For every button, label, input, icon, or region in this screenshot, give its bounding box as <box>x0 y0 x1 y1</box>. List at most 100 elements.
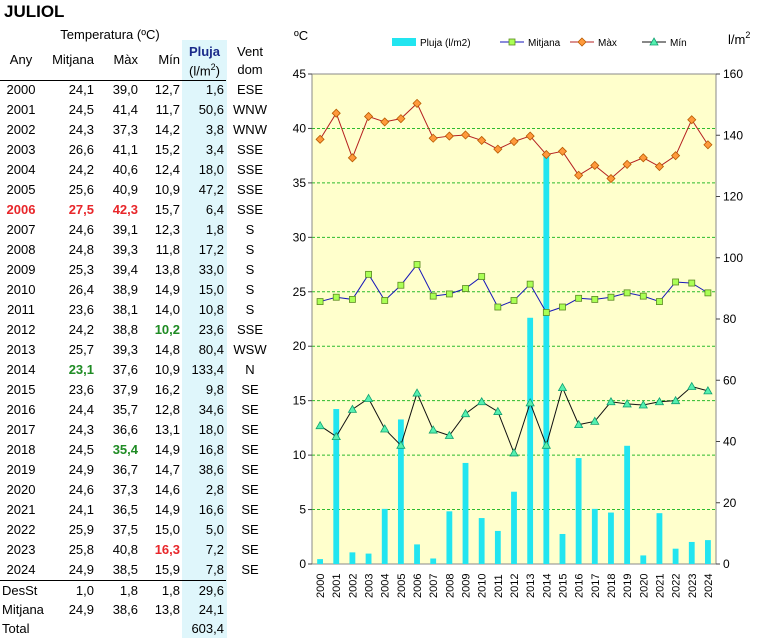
marker-mitjana <box>704 289 712 297</box>
cell-any: 2021 <box>6 502 36 517</box>
rain-bar <box>543 155 550 564</box>
cell-vent: N <box>245 362 255 377</box>
marker-min <box>590 416 600 425</box>
cell-mitjana: 24,2 <box>68 322 94 337</box>
cell-pluja: 16,6 <box>198 502 224 517</box>
rain-bar <box>414 544 420 564</box>
cell-any: 2002 <box>6 122 36 137</box>
cell-min: 13,8 <box>154 262 180 277</box>
y-left-tick-label: 35 <box>293 176 307 190</box>
cell-mitjana: 24,9 <box>68 562 94 577</box>
rain-bar <box>705 540 711 564</box>
cell-min: 13,1 <box>154 422 180 437</box>
cell-any: 2006 <box>6 202 36 217</box>
marker-max <box>477 135 487 145</box>
marker-mitjana <box>429 292 437 300</box>
y-left-tick-label: 5 <box>299 503 306 517</box>
marker-mitjana <box>349 295 356 303</box>
marker-mitjana <box>332 293 340 301</box>
marker-min <box>347 404 358 413</box>
rain-bar <box>478 518 485 564</box>
cell-max: 39,4 <box>112 262 138 277</box>
cell-any: 2013 <box>6 342 36 357</box>
cell-any: 2007 <box>6 222 36 237</box>
cell-pluja: 34,6 <box>198 402 224 417</box>
summary-min <box>142 619 180 639</box>
marker-min <box>573 419 584 429</box>
x-tick-label: 2001 <box>331 574 343 598</box>
x-tick-label: 2000 <box>315 574 327 598</box>
marker-max <box>444 131 454 141</box>
marker-max <box>380 117 390 127</box>
cell-min: 14,8 <box>154 342 180 357</box>
marker-min <box>703 386 713 395</box>
marker-max <box>363 111 374 122</box>
cell-max: 38,9 <box>112 282 138 297</box>
y-left-axis-label: ºC <box>294 28 308 43</box>
rain-bar <box>608 512 614 564</box>
cell-max: 40,6 <box>112 162 138 177</box>
legend-label: Pluja (l/m2) <box>420 38 471 49</box>
col-header-pluja-unit: (l/m2) <box>182 62 227 78</box>
marker-max <box>460 130 471 140</box>
x-tick-label: 2003 <box>364 574 376 598</box>
cell-vent: SE <box>241 482 259 497</box>
cell-pluja: 133,4 <box>191 362 224 377</box>
cell-max: 37,3 <box>112 482 138 497</box>
marker-mitjana <box>656 298 663 305</box>
marker-max <box>703 140 713 150</box>
cell-vent: S <box>245 242 255 257</box>
cell-vent: S <box>245 302 255 317</box>
rain-bar <box>397 419 404 564</box>
y-right-tick-label: 80 <box>723 312 737 326</box>
cell-mitjana: 24,1 <box>68 502 94 517</box>
cell-min: 14,9 <box>154 502 180 517</box>
marker-max <box>331 108 341 118</box>
y-left-tick-label: 15 <box>293 394 307 408</box>
cell-min: 14,2 <box>154 122 180 137</box>
cell-min: 10,9 <box>154 182 180 197</box>
marker-max <box>541 150 551 160</box>
marker-min <box>638 400 648 409</box>
x-tick-label: 2024 <box>703 574 715 598</box>
cell-any: 2015 <box>6 382 36 397</box>
cell-any: 2008 <box>6 242 36 257</box>
rain-bar <box>430 558 437 564</box>
marker-mitjana <box>462 285 469 292</box>
y-left-tick-label: 20 <box>293 339 307 353</box>
cell-max: 36,5 <box>112 502 138 517</box>
marker-min <box>541 440 552 449</box>
cell-any: 2016 <box>6 402 36 417</box>
summary-min: 1,8 <box>161 583 180 598</box>
cell-any: 2020 <box>6 482 36 497</box>
marker-mitjana <box>413 261 421 268</box>
cell-any: 2017 <box>6 422 36 437</box>
cell-min: 12,8 <box>154 402 180 417</box>
marker-max <box>590 160 600 171</box>
marker-max <box>412 98 422 108</box>
summary-divider <box>0 580 226 581</box>
marker-mitjana <box>494 303 502 311</box>
x-tick-label: 2022 <box>671 574 683 598</box>
summary-label: DesSt <box>2 583 38 598</box>
y-right-axis-label: l/m2 <box>728 30 750 47</box>
y-right-tick-label: 20 <box>723 496 737 510</box>
cell-any: 2011 <box>7 302 35 317</box>
cell-mitjana: 24,6 <box>68 222 94 237</box>
y-right-tick-label: 60 <box>723 373 737 387</box>
summary-max: 1,8 <box>119 583 138 598</box>
cell-mitjana: 24,3 <box>68 122 94 137</box>
y-right-tick-label: 0 <box>723 557 730 571</box>
rain-bar <box>349 552 356 564</box>
x-tick-label: 2009 <box>461 574 473 598</box>
cell-pluja: 9,8 <box>205 382 224 397</box>
cell-max: 38,1 <box>112 302 138 317</box>
x-tick-label: 2010 <box>477 574 489 598</box>
chart: 0 5 10 15 20 25 30 35 40 45 0 20 40 60 80 100 120 140 160 º… <box>293 28 751 598</box>
x-tick-label: 2006 <box>412 574 424 598</box>
cell-min: 15,9 <box>154 562 180 577</box>
summary-mitjana <box>46 619 94 639</box>
x-tick-label: 2008 <box>444 574 456 598</box>
cell-mitjana: 25,8 <box>68 542 94 557</box>
x-tick-label: 2015 <box>557 574 569 598</box>
